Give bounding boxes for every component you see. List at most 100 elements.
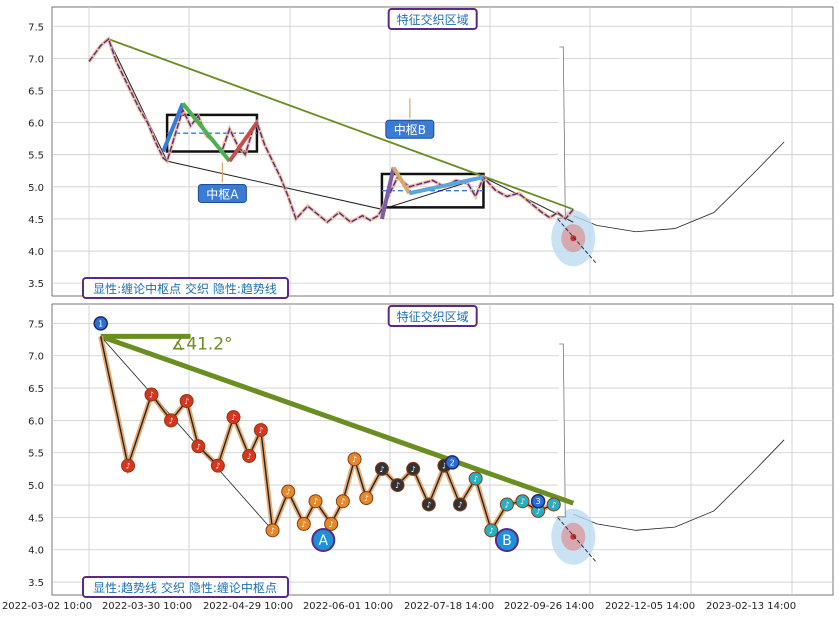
projection-curve — [573, 439, 785, 531]
note-marker-icon — [421, 497, 436, 512]
y-tick-label: 4.5 — [28, 513, 44, 524]
y-tick-label: 4.5 — [28, 215, 44, 226]
point-label: B — [502, 533, 512, 549]
note-marker-icon — [210, 458, 225, 473]
bottom-tag-box — [82, 277, 289, 299]
x-tick-label: 2022-06-01 10:00 — [303, 601, 393, 612]
point-label-circle — [494, 528, 519, 553]
numbered-marker-label: 2 — [450, 458, 455, 467]
note-marker-icon — [499, 497, 514, 512]
note-glyph: ♪ — [149, 391, 154, 400]
top-tag-box — [387, 305, 478, 327]
note-marker-icon — [296, 516, 311, 531]
numbered-marker-label: 1 — [98, 319, 103, 328]
note-glyph: ♪ — [286, 488, 291, 497]
note-marker-icon — [242, 448, 257, 463]
note-marker-icon — [281, 484, 296, 499]
y-tick-label: 5.0 — [28, 481, 44, 492]
note-glyph: ♪ — [379, 465, 384, 474]
note-glyph: ♪ — [364, 494, 369, 503]
note-marker-icon — [546, 497, 561, 512]
note-marker-icon — [374, 461, 389, 476]
note-marker-icon — [390, 478, 405, 493]
x-tick-label: 2022-03-02 10:00 — [2, 601, 92, 612]
note-glyph: ♪ — [196, 442, 201, 451]
note-marker-icon — [191, 439, 206, 454]
note-glyph: ♪ — [395, 481, 400, 490]
zhongshu-label: 中枢A — [206, 186, 239, 201]
panel-bottom: 3.5 4.0 4.5 5.0 5.5 6.0 6.5 7.0 7.5 ♪ ♪ ♪ ♪ ♪ ♪ ♪ ♪ ♪ ♪ ♪ ♪ ♪… — [28, 303, 834, 598]
note-glyph: ♪ — [231, 413, 236, 422]
top-tag-box — [387, 8, 478, 30]
note-marker-icon — [359, 491, 374, 505]
thin-connector — [100, 336, 273, 531]
note-glyph: ♪ — [301, 520, 306, 529]
y-tick-label: 4.0 — [28, 247, 44, 258]
note-marker-icon — [406, 461, 421, 476]
price-line — [88, 37, 574, 224]
note-marker-icon — [324, 516, 339, 531]
angle-label: ∡41.2° — [171, 334, 233, 354]
x-axis: 2022-03-02 10:00 2022-03-30 10:00 2022-04-… — [2, 601, 796, 612]
note-glyph: ♪ — [313, 497, 318, 506]
note-marker-icon — [179, 394, 194, 408]
y-tick-label: 7.0 — [28, 54, 44, 65]
y-tick-label: 6.5 — [28, 86, 44, 97]
note-marker-icon — [121, 458, 136, 473]
trend-line — [108, 38, 574, 211]
zhongshu-segment — [227, 121, 259, 163]
note-glyph: ♪ — [215, 462, 220, 471]
note-marker-icon — [164, 413, 179, 428]
zhongshu-segment — [379, 167, 396, 220]
y-tick-label: 3.5 — [28, 578, 44, 589]
pointer-arrow — [557, 46, 566, 219]
y-tick-label: 5.5 — [28, 151, 44, 162]
note-glyph: ♪ — [168, 416, 173, 425]
highlight-dot — [570, 235, 577, 242]
zhongshu-segment — [181, 102, 232, 163]
note-marker-icon — [308, 494, 323, 509]
y-tick-label: 5.0 — [28, 183, 44, 194]
top-tag-label: 特征交织区域 — [397, 12, 469, 27]
note-glyph: ♪ — [126, 462, 131, 471]
numbered-marker — [93, 316, 108, 331]
zhongshu-label-box — [197, 183, 247, 203]
note-glyph: ♪ — [457, 500, 462, 509]
note-glyph: ♪ — [489, 526, 494, 535]
zhongshu-segment — [408, 175, 484, 196]
x-tick-label: 2022-09-26 14:00 — [504, 601, 594, 612]
note-marker-icon — [335, 494, 350, 509]
y-tick-label: 7.0 — [28, 352, 44, 363]
y-tick-label: 6.0 — [28, 416, 44, 427]
y-tick-label: 3.5 — [28, 279, 44, 290]
zhongshu-segment — [391, 166, 411, 195]
note-glyph: ♪ — [442, 462, 447, 471]
note-glyph: ♪ — [426, 500, 431, 509]
dashed-trend — [557, 517, 598, 563]
zhongshu-label-box — [385, 119, 435, 139]
note-marker-icon — [144, 387, 159, 402]
note-marker-icon — [265, 523, 280, 538]
note-glyph: ♪ — [536, 507, 541, 516]
highlight-dot — [570, 533, 577, 540]
y-tick-label: 6.0 — [28, 119, 44, 130]
note-glyph: ♪ — [329, 520, 334, 529]
trend-line-main — [99, 333, 575, 506]
note-marker-icon — [226, 410, 241, 425]
note-glyph: ♪ — [352, 455, 357, 464]
note-glyph: ♪ — [473, 475, 478, 484]
projection-curve — [573, 141, 785, 233]
zhongshu-label: 中枢B — [394, 122, 426, 137]
dashed-trend — [557, 218, 598, 265]
note-glyph: ♪ — [520, 497, 525, 506]
top-tag-label: 特征交织区域 — [397, 309, 469, 324]
zhongshu-segment — [161, 102, 185, 153]
note-glyph: ♪ — [504, 500, 509, 509]
y-tick-label: 4.0 — [28, 546, 44, 557]
point-label: A — [319, 533, 329, 549]
note-glyph: ♪ — [247, 452, 252, 461]
y-tick-label: 6.5 — [28, 384, 44, 395]
point-label-circle — [311, 528, 336, 553]
note-glyph: ♪ — [551, 500, 556, 509]
